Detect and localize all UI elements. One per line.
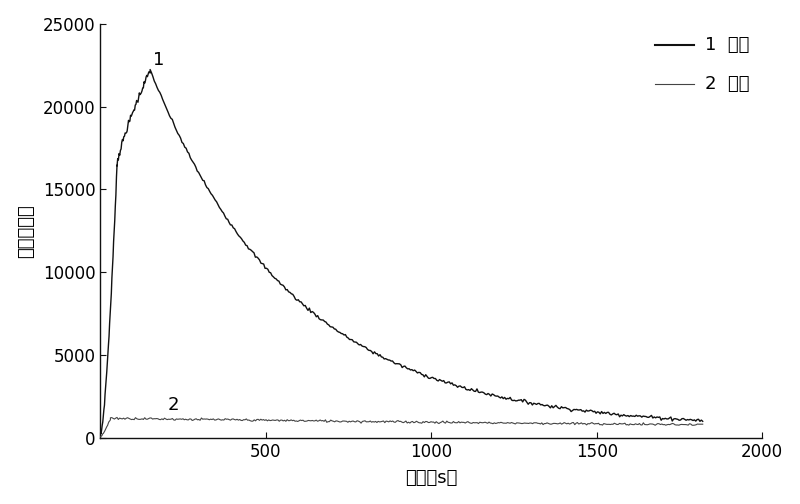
X-axis label: 时间（s）: 时间（s） (405, 469, 458, 487)
Y-axis label: 相对光子数: 相对光子数 (17, 204, 34, 258)
Legend: 1  阳性, 2  阴性: 1 阳性, 2 阴性 (650, 31, 755, 99)
Text: 1: 1 (153, 51, 164, 69)
Text: 2: 2 (167, 396, 179, 414)
